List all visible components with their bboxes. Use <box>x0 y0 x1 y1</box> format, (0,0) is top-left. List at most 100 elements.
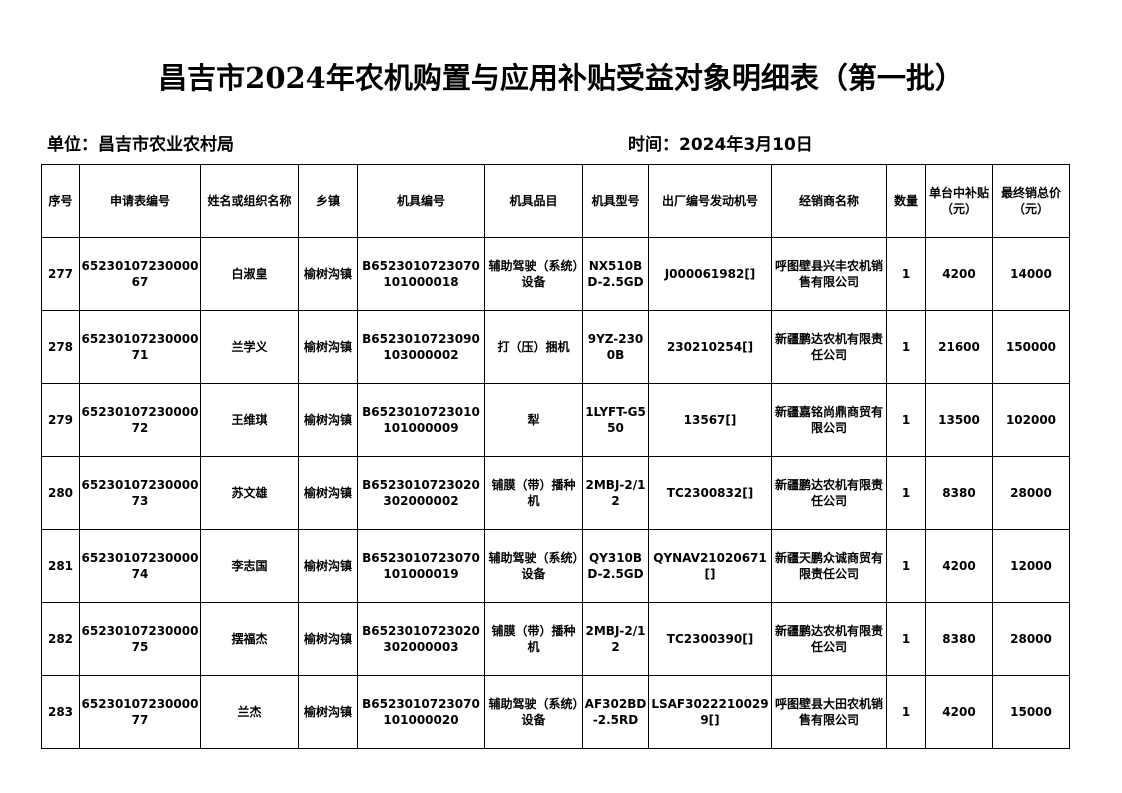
table-cell: 282 <box>41 602 80 676</box>
column-header: 数量 <box>886 164 926 238</box>
table-cell: 新疆鹏达农机有限责任公司 <box>771 456 887 530</box>
table-cell: AF302BD-2.5RD <box>582 675 649 749</box>
table-cell: 6523010723000073 <box>79 456 201 530</box>
table-cell: 王维琪 <box>200 383 299 457</box>
beneficiary-table: 序号 申请表编号 姓名或组织名称 乡镇 机具编号 机具品目 机具型号 出厂编号发动机号 经销商名… <box>41 164 1070 749</box>
table-cell: TC2300832[] <box>648 456 772 530</box>
table-cell: 新疆天鹏众诚商贸有限责任公司 <box>771 529 887 603</box>
table-cell: 榆树沟镇 <box>298 675 358 749</box>
table-cell: B6523010723090103000002 <box>357 310 485 384</box>
table-cell: 兰杰 <box>200 675 299 749</box>
table-cell: 榆树沟镇 <box>298 310 358 384</box>
table-cell: 6523010723000071 <box>79 310 201 384</box>
table-cell: 1 <box>886 675 926 749</box>
table-cell: 白淑皇 <box>200 237 299 311</box>
table-cell: 2MBJ-2/12 <box>582 602 649 676</box>
table-cell: 1 <box>886 602 926 676</box>
table-row: 277 6523010723000067 白淑皇 榆树沟镇 B6523010723070… <box>41 237 1070 311</box>
table-cell: 呼图壁县兴丰农机销售有限公司 <box>771 237 887 311</box>
column-header: 机具编号 <box>357 164 485 238</box>
table-cell: 李志国 <box>200 529 299 603</box>
table-cell: 9YZ-2300B <box>582 310 649 384</box>
table-cell: LSAF30222100299[] <box>648 675 772 749</box>
table-cell: B6523010723010101000009 <box>357 383 485 457</box>
unit-label: 单位：昌吉市农业农村局 <box>47 135 234 155</box>
table-cell: QYNAV21020671[] <box>648 529 772 603</box>
table-cell: 呼图壁县大田农机销售有限公司 <box>771 675 887 749</box>
table-cell: 1 <box>886 383 926 457</box>
table-header-row: 序号 申请表编号 姓名或组织名称 乡镇 机具编号 机具品目 机具型号 出厂编号发动机号 经销商名… <box>41 164 1070 238</box>
table-cell: 13567[] <box>648 383 772 457</box>
table-cell: 14000 <box>992 237 1070 311</box>
column-header: 机具型号 <box>582 164 649 238</box>
table-cell: 犁 <box>484 383 583 457</box>
table-cell: 6523010723000074 <box>79 529 201 603</box>
table-cell: 辅助驾驶（系统）设备 <box>484 675 583 749</box>
table-row: 283 6523010723000077 兰杰 榆树沟镇 B65230107230701… <box>41 675 1070 749</box>
column-header: 经销商名称 <box>771 164 887 238</box>
table-cell: 1 <box>886 310 926 384</box>
table-cell: 榆树沟镇 <box>298 383 358 457</box>
table-cell: 12000 <box>992 529 1070 603</box>
table-cell: J000061982[] <box>648 237 772 311</box>
table-row: 280 6523010723000073 苏文雄 榆树沟镇 B6523010723020… <box>41 456 1070 530</box>
date-label: 时间：2024年3月10日 <box>628 135 813 155</box>
table-cell: 278 <box>41 310 80 384</box>
table-cell: 铺膜（带）播种机 <box>484 456 583 530</box>
table-cell: 28000 <box>992 456 1070 530</box>
table-cell: 277 <box>41 237 80 311</box>
table-cell: 1 <box>886 456 926 530</box>
table-cell: 新疆嘉铭尚鼎商贸有限公司 <box>771 383 887 457</box>
table-row: 279 6523010723000072 王维琪 榆树沟镇 B6523010723010… <box>41 383 1070 457</box>
table-cell: 兰学义 <box>200 310 299 384</box>
table-cell: TC2300390[] <box>648 602 772 676</box>
column-header: 最终销总价（元） <box>992 164 1070 238</box>
table-cell: 279 <box>41 383 80 457</box>
table-cell: 8380 <box>925 602 993 676</box>
table-cell: 1 <box>886 237 926 311</box>
column-header: 出厂编号发动机号 <box>648 164 772 238</box>
table-cell: 21600 <box>925 310 993 384</box>
table-cell: B6523010723070101000020 <box>357 675 485 749</box>
table-cell: 281 <box>41 529 80 603</box>
table-cell: B6523010723070101000018 <box>357 237 485 311</box>
table-cell: 新疆鹏达农机有限责任公司 <box>771 310 887 384</box>
table-cell: 4200 <box>925 529 993 603</box>
table-cell: 1 <box>886 529 926 603</box>
table-cell: 6523010723000067 <box>79 237 201 311</box>
table-cell: 榆树沟镇 <box>298 237 358 311</box>
table-row: 281 6523010723000074 李志国 榆树沟镇 B6523010723070… <box>41 529 1070 603</box>
table-cell: 6523010723000077 <box>79 675 201 749</box>
table-cell: 4200 <box>925 675 993 749</box>
table-cell: NX510BD-2.5GD <box>582 237 649 311</box>
table-cell: 283 <box>41 675 80 749</box>
table-cell: 新疆鹏达农机有限责任公司 <box>771 602 887 676</box>
table-cell: 打（压）捆机 <box>484 310 583 384</box>
table-cell: B6523010723070101000019 <box>357 529 485 603</box>
table-cell: 280 <box>41 456 80 530</box>
table-cell: 1LYFT-G550 <box>582 383 649 457</box>
table-cell: 摆福杰 <box>200 602 299 676</box>
table-cell: 榆树沟镇 <box>298 456 358 530</box>
table-cell: B6523010723020302000002 <box>357 456 485 530</box>
table-cell: 辅助驾驶（系统）设备 <box>484 237 583 311</box>
table-cell: 230210254[] <box>648 310 772 384</box>
table-cell: 13500 <box>925 383 993 457</box>
table-cell: 102000 <box>992 383 1070 457</box>
table-cell: 榆树沟镇 <box>298 602 358 676</box>
table-cell: 2MBJ-2/12 <box>582 456 649 530</box>
column-header: 机具品目 <box>484 164 583 238</box>
column-header: 姓名或组织名称 <box>200 164 299 238</box>
column-header: 申请表编号 <box>79 164 201 238</box>
table-cell: 8380 <box>925 456 993 530</box>
table-row: 282 6523010723000075 摆福杰 榆树沟镇 B6523010723020… <box>41 602 1070 676</box>
table-cell: 榆树沟镇 <box>298 529 358 603</box>
table-cell: B6523010723020302000003 <box>357 602 485 676</box>
table-cell: 15000 <box>992 675 1070 749</box>
table-cell: 铺膜（带）播种机 <box>484 602 583 676</box>
table-cell: 28000 <box>992 602 1070 676</box>
table-cell: 辅助驾驶（系统）设备 <box>484 529 583 603</box>
table-cell: 4200 <box>925 237 993 311</box>
table-cell: 6523010723000075 <box>79 602 201 676</box>
column-header: 序号 <box>41 164 80 238</box>
